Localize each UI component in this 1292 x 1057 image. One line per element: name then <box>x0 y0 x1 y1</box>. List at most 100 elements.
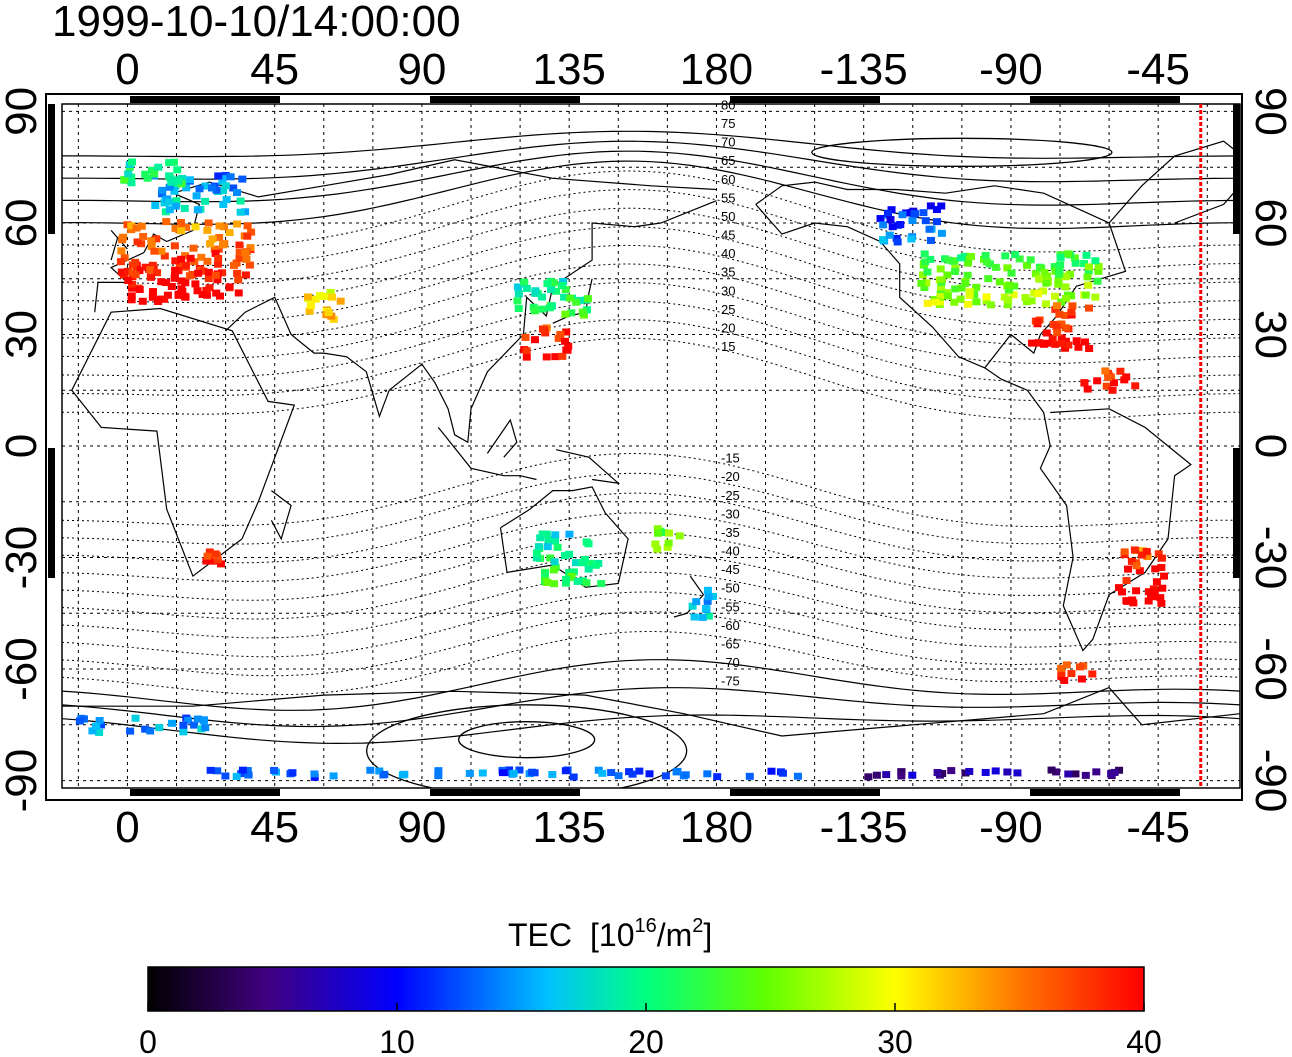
tec-cell <box>1131 382 1140 390</box>
tec-cell <box>305 307 314 315</box>
tec-cell <box>465 769 474 777</box>
tec-cell <box>1118 588 1127 596</box>
contour-label: -60 <box>721 618 740 633</box>
tec-cell <box>547 285 556 293</box>
tec-cell <box>79 715 88 723</box>
tec-cell <box>146 273 155 281</box>
tec-cell <box>195 185 204 193</box>
tec-cell <box>201 182 210 190</box>
tec-cell <box>767 767 776 775</box>
tec-cell <box>567 572 576 580</box>
tec-cell <box>120 254 129 262</box>
colorbar-unit-prefix: [10 <box>590 917 634 953</box>
tec-cell <box>536 534 545 542</box>
tec-cell <box>1039 287 1048 295</box>
tec-cell <box>551 537 560 545</box>
tec-cell <box>981 251 990 259</box>
colorbar-tick-label: 30 <box>877 1024 913 1057</box>
tec-cell <box>211 550 220 558</box>
tec-cell <box>1142 548 1151 556</box>
tec-cell <box>1062 661 1071 669</box>
tec-cell <box>235 249 244 257</box>
coastline <box>1108 140 1240 224</box>
lat-tick-left-label: -30 <box>0 526 46 590</box>
tec-cell <box>932 206 941 214</box>
tec-cell <box>703 586 712 594</box>
tec-cell <box>515 766 524 774</box>
tec-cell <box>222 196 231 204</box>
tec-cell <box>932 218 941 226</box>
tec-cell <box>1085 304 1094 312</box>
contour-line <box>62 512 1240 583</box>
tec-cell <box>127 179 136 187</box>
tec-cell <box>203 226 212 234</box>
tec-cell <box>203 257 212 265</box>
tec-cell <box>965 767 974 775</box>
tec-cell <box>1054 277 1063 285</box>
tec-cell <box>199 716 208 724</box>
tec-cell <box>197 253 206 261</box>
tec-cell <box>288 769 297 777</box>
tec-cell <box>981 768 990 776</box>
tec-cell <box>544 536 553 544</box>
contour-line <box>62 130 1240 159</box>
coastline <box>71 307 296 578</box>
tec-cell <box>514 304 523 312</box>
tec-cell <box>793 772 802 780</box>
lon-tick-bottom-label: -45 <box>1126 803 1190 852</box>
tec-cell <box>704 593 713 601</box>
tec-cell <box>560 337 569 345</box>
tec-cell <box>163 291 172 299</box>
tec-cell <box>243 222 252 230</box>
tec-cell <box>922 279 931 287</box>
contour-label: -45 <box>721 562 740 577</box>
tec-cell <box>212 186 221 194</box>
tec-cell <box>146 727 155 735</box>
tec-cell <box>1035 339 1044 347</box>
tec-cell <box>653 525 662 533</box>
lat-ticks-left: 90 60 30 0 -30 -60 -90 <box>0 87 46 812</box>
tec-cell <box>124 170 133 178</box>
contour-label: 40 <box>721 246 735 261</box>
tec-cell <box>1004 296 1013 304</box>
tec-cell <box>127 296 136 304</box>
tec-cell <box>177 227 186 235</box>
contour-label: -40 <box>721 544 740 559</box>
tec-cell <box>964 300 973 308</box>
tec-cell <box>158 186 167 194</box>
tec-cell <box>1047 766 1056 774</box>
tec-cell <box>1040 269 1049 277</box>
tec-cell <box>213 276 222 284</box>
tec-cell <box>534 543 543 551</box>
tec-cell <box>1094 267 1103 275</box>
tec-cell <box>242 255 251 263</box>
coastline <box>755 204 986 369</box>
tec-cell <box>937 276 946 284</box>
tec-cell <box>177 277 186 285</box>
tec-cell <box>127 222 136 230</box>
tec-cell <box>169 158 178 166</box>
contour-line <box>62 591 1240 658</box>
tec-cell <box>937 202 946 210</box>
tec-cell <box>1057 320 1066 328</box>
tec-cell <box>162 279 171 287</box>
tec-cell <box>562 579 571 587</box>
tec-cell <box>1035 275 1044 283</box>
tec-cell <box>153 269 162 277</box>
tec-cell <box>167 178 176 186</box>
lon-tick-bottom-label: -90 <box>979 803 1043 852</box>
tec-cell <box>1042 300 1051 308</box>
contour-label: 30 <box>721 283 735 298</box>
tec-cell <box>885 231 894 239</box>
tec-cell <box>1091 293 1100 301</box>
tec-cell <box>171 257 180 265</box>
tec-cell <box>221 182 230 190</box>
tec-cell <box>950 257 959 265</box>
tec-cell <box>1068 302 1077 310</box>
tec-cell <box>1123 597 1132 605</box>
tec-cell <box>1057 334 1066 342</box>
lat-tick-left-label: 90 <box>0 87 46 136</box>
tec-cell <box>1107 770 1116 778</box>
tec-cell <box>572 298 581 306</box>
tec-cell <box>1129 599 1138 607</box>
